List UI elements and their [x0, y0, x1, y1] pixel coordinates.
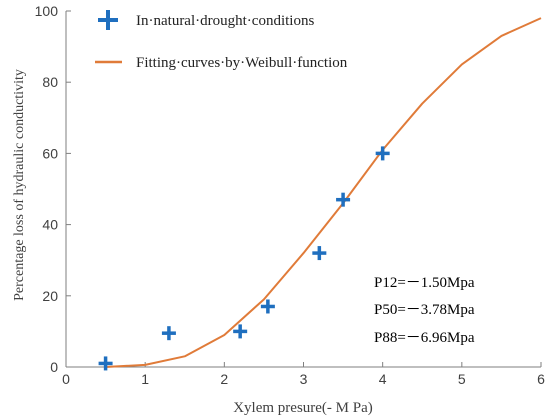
x-tick-label: 2: [220, 371, 228, 387]
y-tick-label: 60: [42, 145, 58, 161]
x-tick-label: 5: [458, 371, 466, 387]
legend-label-scatter: In·natural·drought·conditions: [136, 13, 314, 29]
x-tick-label: 4: [379, 371, 387, 387]
x-tick-label: 1: [141, 371, 149, 387]
x-tick-label: 0: [62, 371, 70, 387]
data-point-marker: [98, 356, 113, 371]
x-ticks: 0 1 2 3 4 5 6: [62, 362, 545, 387]
data-point-marker: [336, 192, 351, 207]
annotation-p12: P12=－1.50Mpa: [374, 275, 475, 291]
legend: In·natural·drought·conditions Fitting·cu…: [95, 10, 348, 71]
legend-marker-scatter: [98, 10, 118, 30]
annotations: P12=－1.50Mpa P50=－3.78Mpa P88=－6.96Mpa: [374, 275, 475, 346]
x-tick-label: 6: [537, 371, 545, 387]
annotation-p50: P50=－3.78Mpa: [374, 302, 475, 318]
data-point-marker: [312, 246, 327, 261]
data-point-marker: [260, 299, 275, 314]
y-tick-label: 80: [42, 74, 58, 90]
x-axis-label: Xylem presure(- M Pa): [233, 400, 373, 416]
y-tick-label: 0: [50, 359, 58, 375]
data-point-marker: [375, 146, 390, 161]
y-ticks: 0 20 40 60 80 100: [35, 3, 71, 375]
legend-label-line: Fitting·curves·by·Weibull·function: [136, 55, 348, 71]
series-layer: [98, 17, 542, 371]
x-tick-label: 3: [300, 371, 308, 387]
y-tick-label: 40: [42, 217, 58, 233]
fit-curve-line: [105, 17, 542, 368]
annotation-p88: P88=－6.96Mpa: [374, 330, 475, 346]
y-tick-label: 20: [42, 288, 58, 304]
data-point-marker: [161, 326, 176, 341]
y-tick-label: 100: [35, 3, 59, 19]
data-point-marker: [233, 324, 248, 339]
y-axis-label: Percentage loss of hydraulic conductivit…: [12, 69, 27, 301]
